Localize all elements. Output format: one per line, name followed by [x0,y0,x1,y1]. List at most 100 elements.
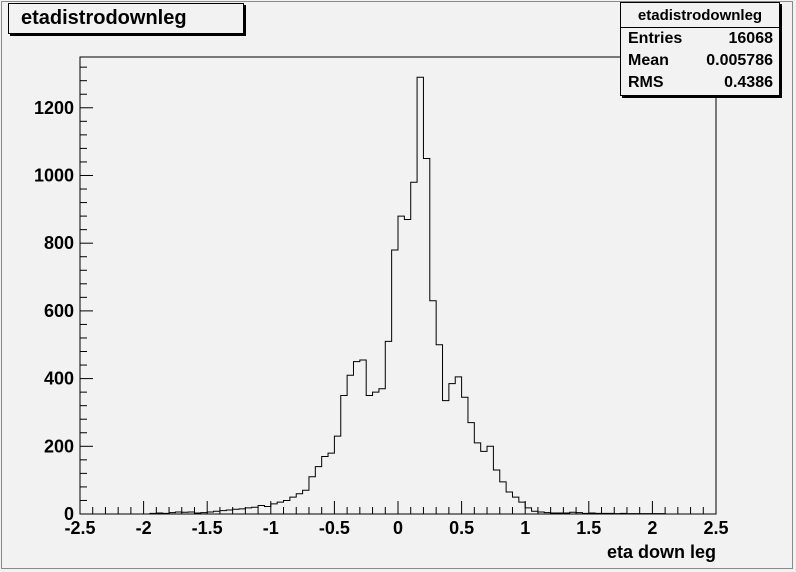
histogram-bin [608,513,614,514]
stats-label: RMS [628,74,664,91]
histogram-bin [436,345,442,514]
histogram-bin [532,511,538,514]
histogram-bin [443,401,449,514]
histogram-bin [525,508,531,514]
histogram-bin [341,396,347,514]
histogram-bin [474,443,480,514]
histogram-bin [602,513,608,514]
y-tick-label: 400 [44,369,74,389]
histogram-bin [455,377,461,514]
histogram-bin [328,453,334,514]
x-tick-label: 2.5 [703,518,728,538]
x-tick-label: -0.5 [319,518,350,538]
histogram-bin [264,507,270,514]
histogram-bin [277,502,283,514]
y-tick-label: 200 [44,436,74,456]
histogram-bin [353,362,359,514]
histogram-bin [271,504,277,514]
stats-title: etadistrodownleg [621,3,779,28]
y-tick-label: 800 [44,233,74,253]
y-tick-label: 1000 [34,165,74,185]
y-tick-label: 1200 [34,98,74,118]
histogram-bin [334,436,340,514]
x-tick-label: -2 [136,518,152,538]
histogram-bin [538,512,544,514]
histogram-bin [462,397,468,514]
histogram-bin [156,513,162,514]
histogram-bin [493,470,499,514]
histogram-bin [385,341,391,514]
x-tick-label: -2.5 [64,518,95,538]
stats-label: Entries [628,30,683,47]
histogram-bin [563,513,569,514]
histogram-bin [150,513,156,514]
histogram-bin [169,513,175,514]
x-tick-label: -1 [263,518,279,538]
histogram-bin [468,423,474,514]
y-tick-label: 600 [44,301,74,321]
histogram-bin [220,511,226,514]
histogram-bin [392,250,398,514]
stats-row-entries: Entries 16068 [621,28,779,50]
histogram-bin [347,375,353,514]
histogram-bin [557,513,563,514]
histogram-bin [411,182,417,514]
x-tick-label: 1 [520,518,530,538]
histogram-bin [589,513,595,514]
histogram-bin [258,506,264,514]
stats-value: 0.005786 [706,52,773,69]
histogram-bin [309,477,315,514]
x-tick-label: 1.5 [576,518,601,538]
histogram-bin [512,497,518,514]
histogram-bin [207,512,213,514]
histogram-bin [188,512,194,514]
x-axis-title: eta down leg [607,542,716,562]
histogram-bin [379,389,385,514]
histogram-bin [417,77,423,514]
histogram-bin [182,512,188,514]
histogram-bin [214,511,220,514]
histogram-bin [595,513,601,514]
stats-row-rms: RMS 0.4386 [621,72,779,94]
histogram-bin [201,513,207,514]
stats-box: etadistrodownleg Entries 16068 Mean 0.00… [620,2,780,96]
histogram-bin [296,494,302,514]
histogram-bin [449,384,455,514]
histogram-bin [621,513,627,514]
histogram-bin [239,509,245,514]
stats-value: 16068 [728,30,774,47]
histogram-bin [506,492,512,514]
stats-label: Mean [628,52,669,69]
histogram-bin [500,482,506,514]
histogram-bin [373,392,379,514]
x-tick-label: 0 [393,518,403,538]
histogram-bin [404,219,410,514]
histogram-bin [519,502,525,514]
histogram-bin [303,490,309,514]
histogram-bin [481,451,487,514]
histogram-bin [430,301,436,514]
histogram-bin [360,360,366,514]
histogram-bin [398,216,404,514]
histogram-bin [551,513,557,514]
histogram-series-line [80,76,716,515]
histogram-bin [226,510,232,514]
histogram-bin [487,446,493,514]
histogram-title: etadistrodownleg [8,3,244,34]
histogram-bin [322,456,328,514]
histogram-bin [366,396,372,514]
histogram-bin [252,507,258,514]
histogram-title-text: etadistrodownleg [21,7,187,29]
stats-value: 0.4386 [724,74,773,91]
histogram-bin [576,513,582,514]
x-tick-label: 0.5 [449,518,474,538]
x-tick-label: -1.5 [192,518,223,538]
histogram-bin [194,513,200,514]
x-tick-label: 2 [647,518,657,538]
y-tick-label: 0 [64,504,74,524]
histogram-bin [423,159,429,514]
histogram-bin [284,500,290,514]
histogram-bin [245,508,251,514]
